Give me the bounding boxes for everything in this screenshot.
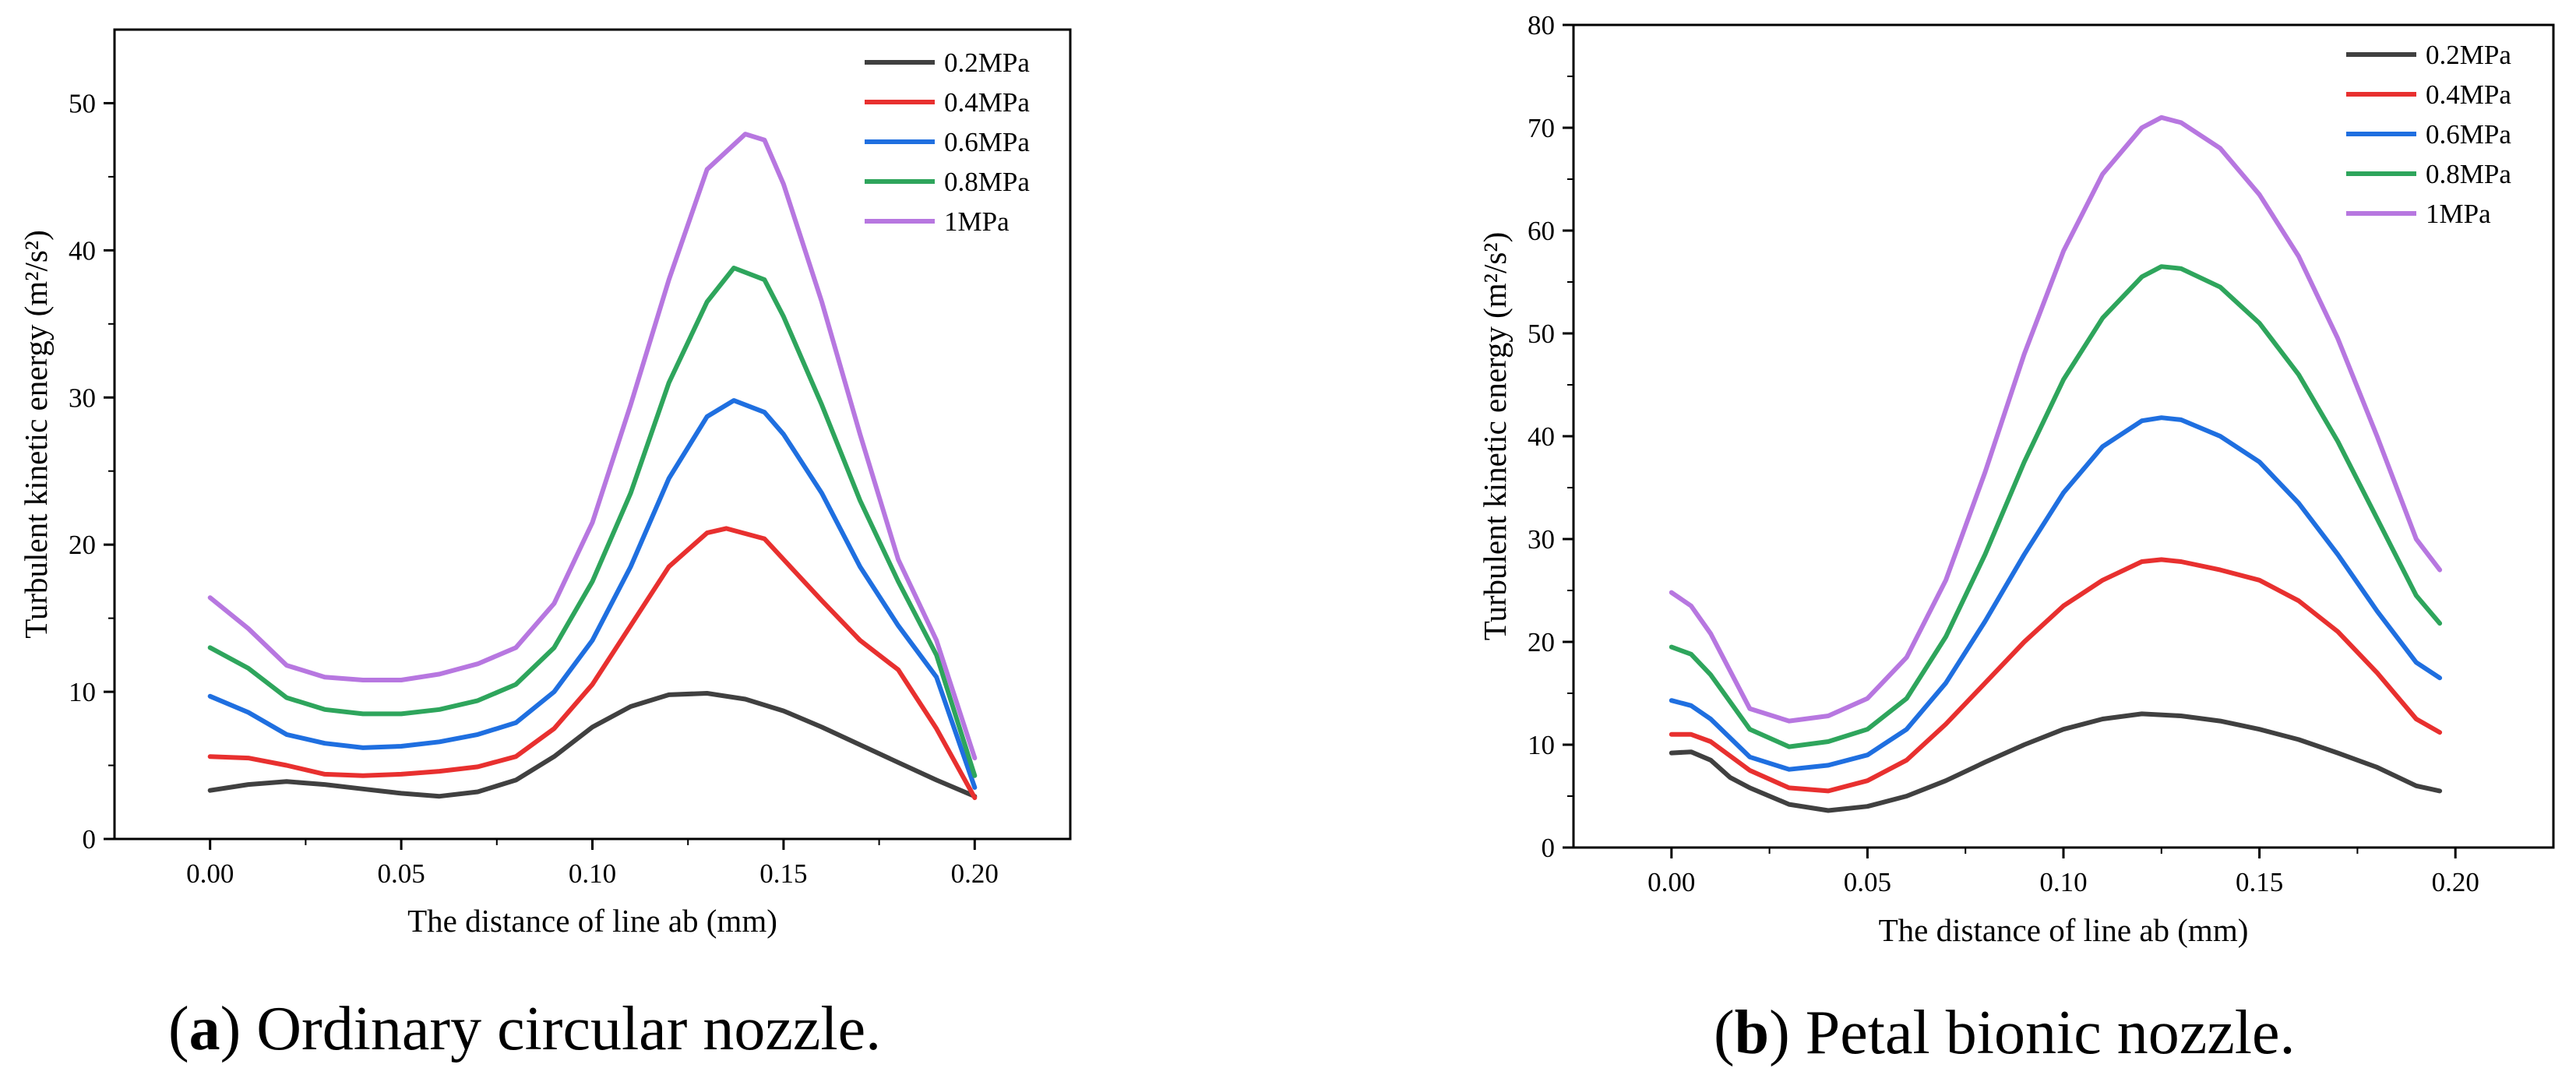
x-tick-label: 0.10 bbox=[569, 858, 616, 889]
legend: 0.2MPa 0.4MPa 0.6MPa 0.8MPa 1MPa bbox=[2346, 40, 2511, 229]
legend-label: 0.2MPa bbox=[944, 48, 1030, 78]
chart-panel-a: 0.00 0.05 0.10 0.15 0.20 0 10 20 30 40 50 The dista… bbox=[18, 28, 1072, 1063]
x-tick-label: 0.20 bbox=[951, 858, 999, 889]
y-tick-label: 50 bbox=[1528, 319, 1555, 349]
x-tick-label: 0.05 bbox=[1844, 867, 1891, 897]
legend-label: 0.6MPa bbox=[2426, 119, 2511, 150]
y-tick-label: 10 bbox=[69, 677, 96, 707]
y-tick-label: 10 bbox=[1528, 730, 1555, 760]
legend-label: 0.8MPa bbox=[2426, 159, 2511, 189]
y-axis-title: Turbulent kinetic energy (m²/s²) bbox=[1477, 232, 1513, 641]
legend-label: 0.4MPa bbox=[944, 87, 1030, 118]
caption-text: ) Ordinary circular nozzle. bbox=[220, 995, 881, 1063]
x-tick-label: 0.05 bbox=[377, 858, 425, 889]
y-tick-label: 20 bbox=[69, 530, 96, 560]
series-line-0-8mpa bbox=[1669, 264, 2443, 749]
y-tick-label: 60 bbox=[1528, 216, 1555, 246]
y-tick-label: 70 bbox=[1528, 113, 1555, 143]
series-line-1mpa bbox=[207, 132, 978, 761]
legend-label: 1MPa bbox=[944, 206, 1010, 237]
figure-caption: (b) Petal bionic nozzle. bbox=[1714, 999, 2295, 1067]
series-line-0-2mpa bbox=[207, 691, 978, 799]
legend-label: 0.6MPa bbox=[944, 127, 1030, 157]
figure-caption: (a) Ordinary circular nozzle. bbox=[168, 995, 881, 1063]
chart-panel-b: 0.00 0.05 0.10 0.15 0.20 0 10 20 30 40 50 60 70 80 The… bbox=[1477, 10, 2555, 1067]
y-tick-label: 80 bbox=[1528, 10, 1555, 41]
x-tick-label: 0.15 bbox=[759, 858, 807, 889]
x-axis-title: The distance of line ab (mm) bbox=[1879, 912, 2249, 948]
series-line-0-2mpa bbox=[1669, 711, 2443, 813]
y-tick-label: 30 bbox=[69, 382, 96, 413]
series-line-0-6mpa bbox=[1669, 415, 2443, 772]
legend-label: 1MPa bbox=[2426, 199, 2491, 229]
x-tick-label: 0.20 bbox=[2432, 867, 2479, 897]
x-tick-label: 0.10 bbox=[2039, 867, 2087, 897]
y-tick-label: 0 bbox=[1542, 833, 1556, 863]
y-tick-label: 30 bbox=[1528, 524, 1555, 555]
x-tick-label: 0.00 bbox=[186, 858, 234, 889]
caption-letter: a bbox=[189, 995, 220, 1063]
series-line-0-6mpa bbox=[207, 398, 978, 790]
legend: 0.2MPa 0.4MPa 0.6MPa 0.8MPa 1MPa bbox=[865, 48, 1030, 237]
x-axis-title: The distance of line ab (mm) bbox=[407, 903, 777, 939]
x-tick-label: 0.15 bbox=[2236, 867, 2283, 897]
series-line-0-4mpa bbox=[1669, 557, 2443, 794]
series-line-0-4mpa bbox=[207, 526, 978, 801]
series-line-1mpa bbox=[1669, 115, 2443, 724]
plot-frame bbox=[1572, 23, 2555, 849]
legend-label: 0.2MPa bbox=[2426, 40, 2511, 70]
y-tick-label: 20 bbox=[1528, 627, 1555, 657]
y-tick-label: 40 bbox=[69, 235, 96, 266]
y-tick-label: 40 bbox=[1528, 421, 1555, 452]
caption-letter: b bbox=[1735, 999, 1770, 1067]
y-tick-label: 50 bbox=[69, 88, 96, 118]
legend-label: 0.4MPa bbox=[2426, 79, 2511, 110]
x-tick-label: 0.00 bbox=[1647, 867, 1695, 897]
y-tick-label: 0 bbox=[83, 824, 97, 855]
y-axis-title: Turbulent kinetic energy (m²/s²) bbox=[18, 230, 54, 639]
caption-text: ) Petal bionic nozzle. bbox=[1769, 999, 2295, 1067]
legend-label: 0.8MPa bbox=[944, 167, 1030, 197]
series-line-0-8mpa bbox=[207, 266, 978, 778]
